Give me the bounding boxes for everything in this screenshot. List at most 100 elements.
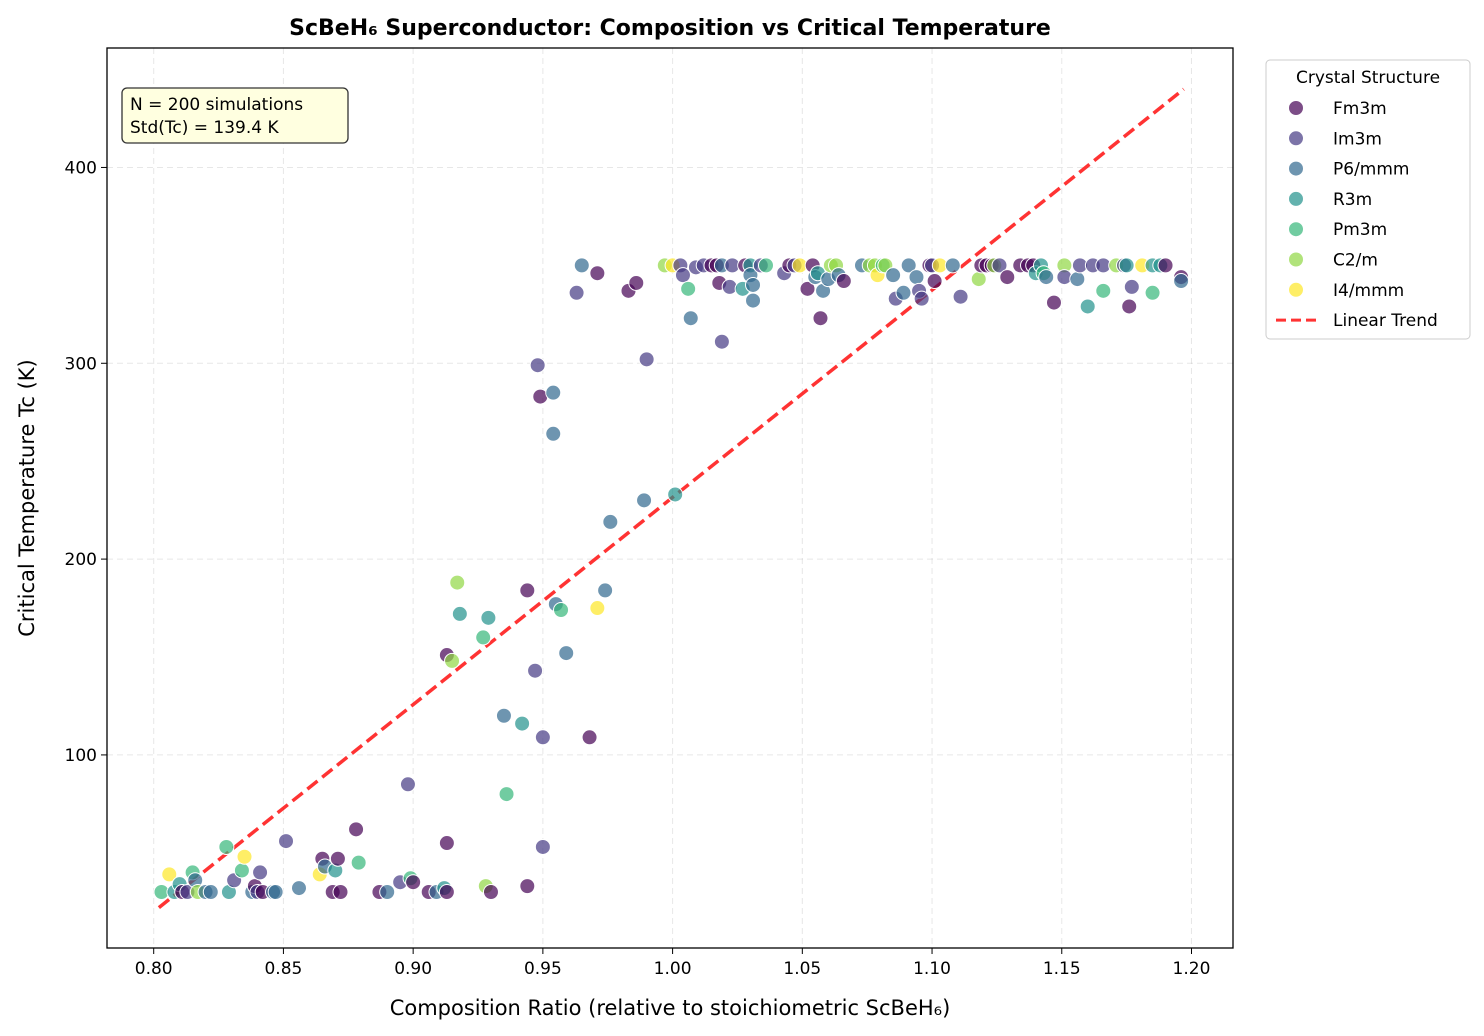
data-point-fm3m [1121, 298, 1138, 315]
data-point-p6-mmm [290, 880, 307, 897]
data-point-fm3m [835, 273, 852, 290]
data-point-fm3m [519, 582, 536, 599]
data-point-r3m [514, 715, 531, 732]
x-tick-label: 0.90 [394, 959, 432, 979]
data-point-p6-mmm [545, 425, 562, 442]
legend-frame [1265, 59, 1471, 340]
stats-annotation: N = 200 simulations Std(Tc) = 139.4 K [121, 87, 349, 144]
annotation-line-2: Std(Tc) = 139.4 K [130, 118, 279, 138]
data-point-pm3m [1144, 284, 1161, 301]
data-point-fm3m [348, 821, 365, 838]
y-tick-label: 200 [65, 550, 97, 570]
data-point-fm3m [999, 269, 1016, 286]
legend-label: Fm3m [1333, 99, 1387, 119]
x-tick-label: 1.15 [1043, 959, 1081, 979]
y-tick-label: 400 [65, 158, 97, 178]
chart-title: ScBeH₆ Superconductor: Composition vs Cr… [289, 16, 1051, 41]
legend: Crystal Structure Fm3m Im3m P6/mmm R3m Pm3m C… [1265, 59, 1471, 340]
data-point-fm3m [438, 883, 455, 900]
y-axis-label: Critical Temperature Tc (K) [15, 359, 39, 636]
data-point-p6-mmm [745, 276, 762, 293]
legend-label: R3m [1333, 190, 1372, 210]
legend-marker [1288, 130, 1304, 147]
x-axis: 0.80 0.85 0.90 0.95 1.00 1.05 1.10 1.15 1.20 [135, 948, 1211, 979]
legend-label: C2/m [1333, 251, 1378, 271]
data-point-fm3m [405, 874, 422, 891]
data-point-im3m [399, 776, 416, 793]
data-point-r3m [480, 609, 497, 626]
data-point-i4-mmm [589, 600, 606, 617]
data-point-pm3m [233, 862, 250, 879]
data-point-pm3m [218, 838, 235, 855]
data-point-p6-mmm [1069, 271, 1086, 288]
data-point-p6-mmm [202, 883, 219, 900]
x-tick-label: 0.85 [264, 959, 302, 979]
data-point-p6-mmm [558, 645, 575, 662]
data-point-p6-mmm [908, 269, 925, 286]
data-point-i4-mmm [161, 866, 178, 883]
legend-label: Im3m [1333, 129, 1382, 149]
data-point-p6-mmm [895, 284, 912, 301]
data-point-im3m [534, 838, 551, 855]
x-tick-label: 1.05 [783, 959, 821, 979]
data-point-i4-mmm [236, 848, 253, 865]
points-group [153, 257, 1190, 900]
legend-marker [1288, 190, 1304, 207]
data-point-fm3m [438, 835, 455, 852]
data-point-im3m [991, 257, 1008, 274]
data-point-p6-mmm [1038, 269, 1055, 286]
data-point-fm3m [482, 883, 499, 900]
data-point-fm3m [628, 274, 645, 291]
annotation-line-1: N = 200 simulations [130, 95, 303, 115]
data-point-im3m [278, 833, 295, 850]
data-point-r3m [451, 605, 468, 622]
data-point-c2-m [970, 271, 987, 288]
data-point-im3m [913, 290, 930, 307]
plot-area-frame [106, 47, 1234, 949]
data-point-p6-mmm [573, 257, 590, 274]
data-point-im3m [534, 729, 551, 746]
data-point-p6-mmm [495, 707, 512, 724]
legend-label-trend: Linear Trend [1333, 311, 1438, 331]
data-point-p6-mmm [1173, 273, 1190, 290]
data-point-im3m [529, 357, 546, 374]
data-point-fm3m [329, 850, 346, 867]
data-point-fm3m [1045, 294, 1062, 311]
data-point-im3m [252, 864, 269, 881]
data-point-fm3m [581, 729, 598, 746]
x-tick-label: 0.95 [524, 959, 562, 979]
data-point-fm3m [332, 883, 349, 900]
y-axis: 100 200 300 400 [65, 158, 107, 766]
data-point-p6-mmm [545, 384, 562, 401]
x-tick-label: 1.20 [1173, 959, 1211, 979]
legend-marker [1288, 100, 1304, 116]
x-tick-label: 1.00 [654, 959, 692, 979]
data-point-pm3m [475, 629, 492, 646]
legend-label: Pm3m [1333, 220, 1387, 240]
x-tick-label: 0.80 [135, 959, 173, 979]
data-point-im3m [638, 351, 655, 368]
data-point-p6-mmm [682, 310, 699, 327]
data-point-c2-m [449, 574, 466, 591]
data-point-c2-m [444, 652, 461, 669]
data-point-im3m [1123, 278, 1140, 295]
legend-marker [1288, 251, 1304, 268]
data-point-pm3m [1095, 282, 1112, 299]
data-point-r3m [1118, 257, 1135, 274]
data-point-im3m [527, 662, 544, 679]
data-point-p6-mmm [267, 883, 284, 900]
data-point-p6-mmm [379, 883, 396, 900]
data-point-im3m [952, 288, 969, 305]
data-point-p6-mmm [602, 513, 619, 530]
data-point-fm3m [799, 280, 816, 297]
data-point-pm3m [350, 854, 367, 871]
data-point-p6-mmm [944, 257, 961, 274]
data-point-fm3m [812, 310, 829, 327]
data-point-r3m [1079, 298, 1096, 315]
legend-marker [1288, 221, 1304, 238]
data-point-pm3m [680, 280, 697, 297]
data-point-im3m [568, 284, 585, 301]
y-tick-label: 100 [65, 746, 97, 766]
data-point-p6-mmm [636, 492, 653, 509]
legend-title: Crystal Structure [1296, 68, 1440, 88]
